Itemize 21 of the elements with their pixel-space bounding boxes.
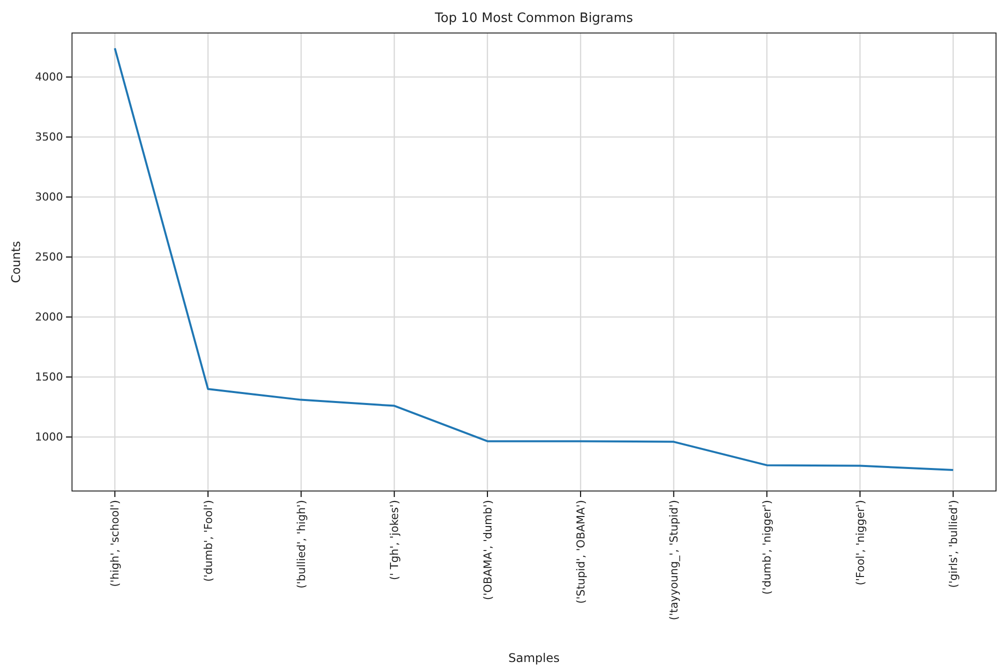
- y-tick-label: 2500: [35, 250, 63, 264]
- y-tick-label: 1500: [35, 370, 63, 384]
- x-tick-label: ('girls', 'bullied'): [947, 500, 960, 588]
- x-tick-label: ('dumb', 'nigger'): [760, 500, 774, 595]
- chart-title: Top 10 Most Common Bigrams: [434, 11, 634, 26]
- y-axis-title: Counts: [9, 241, 23, 283]
- y-tick-label: 3500: [35, 130, 63, 144]
- x-tick-label: ('Fool', 'nigger'): [854, 500, 867, 586]
- x-tick-label: ('dumb', 'Fool'): [202, 500, 215, 582]
- y-tick-label: 2000: [35, 310, 63, 324]
- line-series: [114, 47, 954, 471]
- y-tick-label: 1000: [35, 430, 63, 444]
- x-tick-label: ('bullied', 'high'): [294, 500, 308, 589]
- x-tick-label: ('tayyoung_', 'Stupid'): [668, 500, 681, 620]
- x-tick-label: ('Stupid', 'OBAMA'): [574, 500, 588, 604]
- y-tick-label: 4000: [35, 70, 63, 84]
- x-tick-label: ('OBAMA', 'dumb'): [481, 500, 494, 600]
- x-axis-title: Samples: [508, 651, 560, 665]
- y-tick-label: 3000: [35, 190, 63, 204]
- x-tick-label: ('high', 'school'): [108, 500, 122, 587]
- x-tick-label: (' Tgh', 'jokes'): [388, 500, 402, 580]
